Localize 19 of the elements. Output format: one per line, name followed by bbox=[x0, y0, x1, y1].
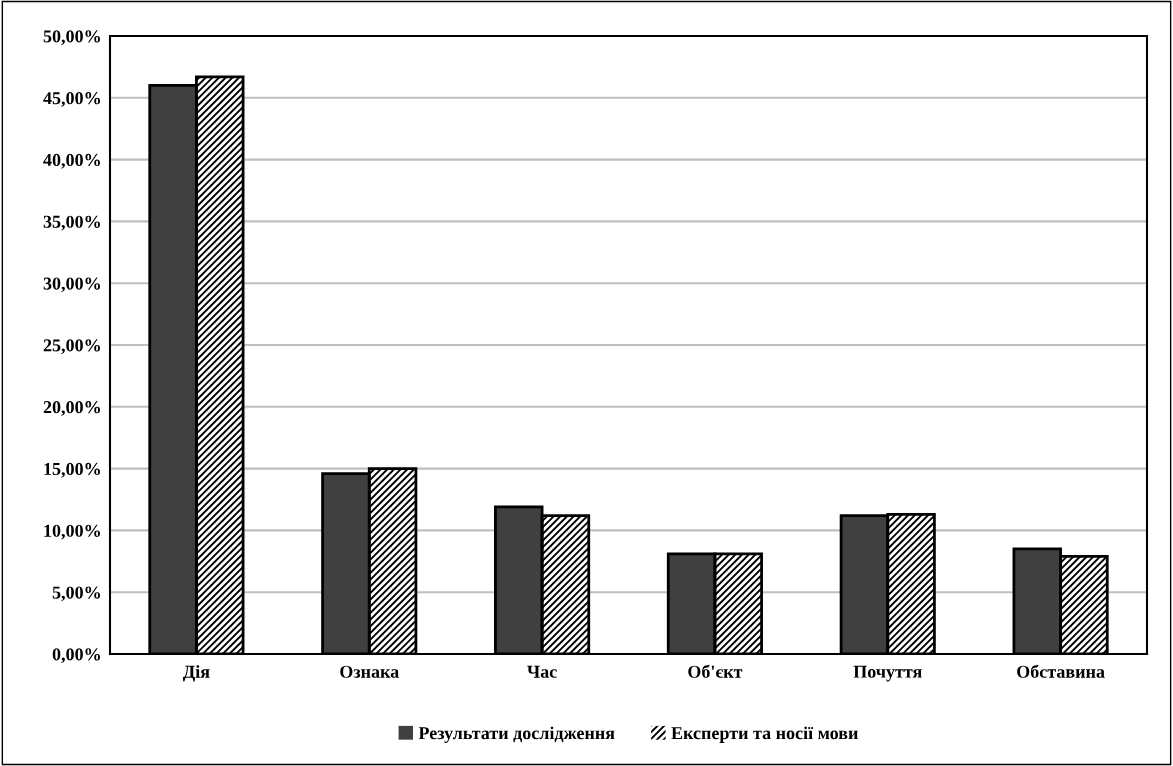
y-tick-label: 25,00% bbox=[43, 339, 100, 355]
x-tick-label: Дія bbox=[182, 665, 210, 682]
x-tick-label: Почуття bbox=[853, 665, 922, 682]
y-tick-label: 20,00% bbox=[43, 401, 100, 416]
y-tick-label: 50,00% bbox=[43, 30, 100, 46]
y-tick-label: 5,00% bbox=[52, 586, 100, 602]
y-tick-label: 35,00% bbox=[43, 215, 100, 231]
y-tick-label: 45,00% bbox=[43, 92, 100, 107]
y-tick-label: 10,00% bbox=[44, 524, 100, 540]
x-tick-label: Ознака bbox=[340, 665, 399, 678]
legend-label: Експерти та носії мови bbox=[671, 726, 858, 743]
x-tick-label: Обставина bbox=[1017, 664, 1105, 678]
y-tick-label: 30,00% bbox=[43, 277, 100, 293]
x-tick-label: Час bbox=[527, 665, 557, 678]
y-tick-label: 40,00% bbox=[43, 153, 100, 169]
y-tick-label: 15,00% bbox=[44, 462, 100, 478]
x-tick-label: Об'єкт bbox=[688, 664, 743, 678]
legend-label: Результати дослідження bbox=[418, 726, 615, 743]
y-tick-label: 0,00% bbox=[52, 648, 100, 664]
